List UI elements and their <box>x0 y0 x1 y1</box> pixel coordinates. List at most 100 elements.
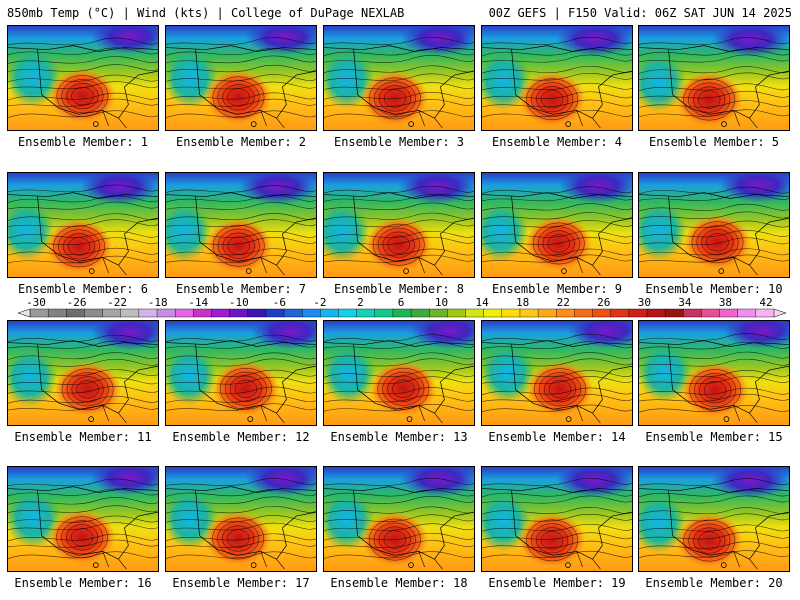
colorbar-bin <box>701 308 721 318</box>
model-run-valid-time: 00Z GEFS | F150 Valid: 06Z SAT JUN 14 20… <box>488 6 792 20</box>
colorbar-tick-label: -6 <box>272 296 286 309</box>
ensemble-member-map <box>165 172 317 278</box>
colorbar-bin <box>338 308 358 318</box>
ensemble-member-map <box>638 172 790 278</box>
ensemble-member-map <box>7 172 159 278</box>
colorbar-tick-label: 22 <box>556 296 570 309</box>
colorbar-bin <box>138 308 158 318</box>
ensemble-member-map <box>165 25 317 131</box>
colorbar-tick-label: 26 <box>597 296 611 309</box>
colorbar-bin <box>229 308 249 318</box>
colorbar-bin <box>47 308 67 318</box>
ensemble-member-label: Ensemble Member: 3 <box>333 135 465 149</box>
ensemble-member-map <box>481 320 633 426</box>
colorbar-tick-label: -14 <box>188 296 209 309</box>
colorbar-bin <box>320 308 339 318</box>
colorbar-bin <box>447 308 467 318</box>
colorbar-tick-label: 14 <box>475 296 489 309</box>
ensemble-member-label: Ensemble Member: 11 <box>14 430 152 444</box>
ensemble-member-label: Ensemble Member: 12 <box>172 430 310 444</box>
colorbar-bin <box>519 308 539 318</box>
ensemble-member-label: Ensemble Member: 13 <box>330 430 468 444</box>
colorbar-tick-label: 30 <box>637 296 651 309</box>
ensemble-member-map <box>481 466 633 572</box>
colorbar-bin <box>356 308 376 318</box>
colorbar-tick-label: -10 <box>228 296 249 309</box>
colorbar-tick-label: 42 <box>759 296 773 309</box>
colorbar-tick-label: 6 <box>397 296 405 309</box>
ensemble-member-map <box>7 466 159 572</box>
colorbar-bin <box>429 308 448 318</box>
colorbar-bin <box>683 308 702 318</box>
ensemble-member-label: Ensemble Member: 6 <box>17 282 149 296</box>
colorbar-tick-label: -26 <box>66 296 87 309</box>
colorbar-bin <box>465 308 485 318</box>
colorbar-bin <box>537 308 557 318</box>
colorbar-bin <box>737 308 757 318</box>
colorbar-tick-label: 18 <box>516 296 530 309</box>
colorbar-bin <box>265 308 285 318</box>
ensemble-member-label: Ensemble Member: 4 <box>491 135 623 149</box>
ensemble-member-label: Ensemble Member: 1 <box>17 135 149 149</box>
colorbar-bin <box>483 308 503 318</box>
colorbar-bin <box>628 308 648 318</box>
colorbar-bin <box>556 308 575 318</box>
ensemble-member-map <box>638 25 790 131</box>
colorbar-bin <box>574 308 594 318</box>
colorbar-bin <box>156 308 176 318</box>
colorbar-min-arrow <box>18 308 31 318</box>
colorbar-bin <box>646 308 666 318</box>
colorbar-bin <box>501 308 521 318</box>
colorbar-tick-label: -22 <box>107 296 128 309</box>
ensemble-member-label: Ensemble Member: 10 <box>645 282 783 296</box>
colorbar-bin <box>719 308 739 318</box>
colorbar-bin <box>410 308 430 318</box>
ensemble-member-label: Ensemble Member: 20 <box>645 576 783 590</box>
colorbar-bin <box>247 308 267 318</box>
ensemble-member-map <box>323 172 475 278</box>
colorbar-tick-label: 38 <box>718 296 733 309</box>
colorbar-bin <box>755 308 775 318</box>
ensemble-member-label: Ensemble Member: 15 <box>645 430 783 444</box>
ensemble-member-label: Ensemble Member: 5 <box>648 135 780 149</box>
colorbar-bin <box>664 308 684 318</box>
colorbar-max-arrow <box>773 308 786 318</box>
colorbar-bin <box>102 308 122 318</box>
ensemble-member-label: Ensemble Member: 17 <box>172 576 310 590</box>
ensemble-member-map <box>481 172 633 278</box>
ensemble-member-map <box>165 466 317 572</box>
ensemble-member-map <box>323 466 475 572</box>
colorbar-tick-label: -30 <box>26 296 46 309</box>
ensemble-member-label: Ensemble Member: 8 <box>333 282 465 296</box>
ensemble-member-map <box>638 466 790 572</box>
colorbar-tick-label: 10 <box>434 296 449 309</box>
ensemble-member-map <box>323 25 475 131</box>
colorbar-tick-label: -18 <box>147 296 168 309</box>
ensemble-member-label: Ensemble Member: 16 <box>14 576 152 590</box>
colorbar-bin <box>592 308 612 318</box>
colorbar-tick-label: 34 <box>678 296 692 309</box>
colorbar-bin <box>610 308 630 318</box>
colorbar-bin <box>193 308 212 318</box>
colorbar-tick-label: 2 <box>357 296 364 309</box>
ensemble-member-label: Ensemble Member: 19 <box>488 576 626 590</box>
colorbar-bin <box>84 308 104 318</box>
colorbar-bin <box>392 308 412 318</box>
ensemble-member-map <box>481 25 633 131</box>
colorbar-bin <box>120 308 140 318</box>
map-title: 850mb Temp (°C) | Wind (kts) | College o… <box>7 6 405 20</box>
colorbar-bin <box>301 308 321 318</box>
ensemble-member-label: Ensemble Member: 2 <box>175 135 307 149</box>
colorbar-tick-label: -2 <box>313 296 327 309</box>
colorbar-bin <box>374 308 394 318</box>
colorbar-bin <box>66 308 85 318</box>
ensemble-member-map <box>7 25 159 131</box>
colorbar-bin <box>211 308 231 318</box>
colorbar-bin <box>29 308 49 318</box>
ensemble-member-map <box>638 320 790 426</box>
ensemble-member-map <box>323 320 475 426</box>
ensemble-member-label: Ensemble Member: 14 <box>488 430 626 444</box>
ensemble-member-label: Ensemble Member: 18 <box>330 576 468 590</box>
ensemble-member-label: Ensemble Member: 7 <box>175 282 307 296</box>
ensemble-member-map <box>165 320 317 426</box>
